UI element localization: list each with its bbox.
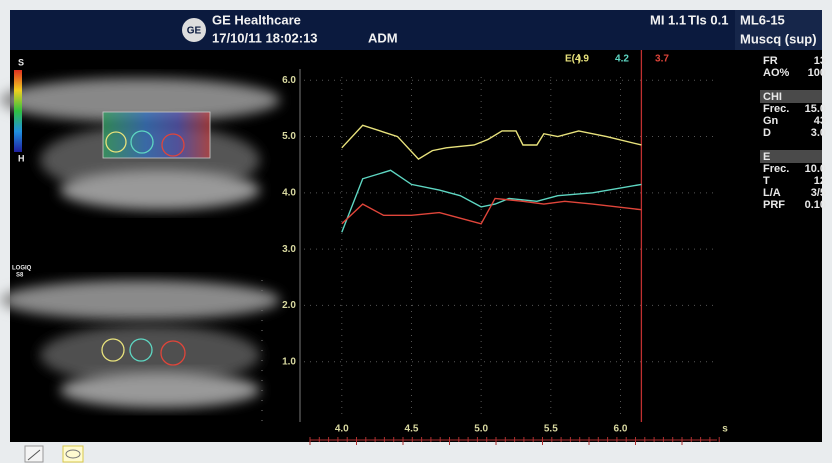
x-tick-label: 5.5 [544,424,558,435]
tis: TIs 0.1 [688,12,728,27]
param-name: PRF [763,199,785,211]
model: S8 [16,273,24,279]
mi: MI 1.1 [650,12,686,27]
param-value: 43 [814,115,826,127]
x-tick-label: 4.0 [335,424,349,435]
param-value: 10.0 [805,163,826,175]
param-name: FR [763,55,778,67]
param-value: 12 [814,175,826,187]
readout: 3.7 [655,54,669,65]
param-name: Frec. [763,163,789,175]
screen: GE GE Healthcare 17/10/11 18:02:13 ADM M… [0,0,832,463]
param-name: T [763,175,770,187]
logo-text: GE [187,26,202,37]
y-tick-label: 5.0 [282,131,296,142]
datetime: 17/10/11 18:02:13 [212,30,318,45]
section-heading: E [763,151,770,163]
x-tick-label: 4.5 [405,424,419,435]
readout: 4.2 [615,54,629,65]
operator: ADM [368,30,398,45]
param-name: L/A [763,187,781,199]
param-value: 15.0 [805,103,826,115]
section-heading: CHI [763,91,782,103]
param-name: AO% [763,67,790,79]
y-tick-label: 6.0 [282,75,296,86]
readout: 4.9 [575,54,589,65]
y-tick-label: 3.0 [282,244,296,255]
x-tick-label: 6.0 [614,424,628,435]
x-unit: s [722,424,728,435]
param-value: 3.0 [811,127,826,139]
param-name: Frec. [763,103,789,115]
param-value: 3/5 [811,187,826,199]
probe: ML6-15 [740,12,785,27]
y-tick-label: 2.0 [282,300,296,311]
param-name: Gn [763,115,779,127]
param-value: 0.10 [805,199,826,211]
system: LOGIQ [12,266,32,272]
preset: Muscq (sup) [740,31,817,46]
param-value: 13 [814,55,826,67]
param-value: 100 [808,67,826,79]
y-tick-label: 1.0 [282,356,296,367]
scale-bottom: H [18,153,25,163]
y-tick-label: 4.0 [282,187,296,198]
param-name: D [763,127,771,139]
scale-top: S [18,57,24,67]
brand: GE Healthcare [212,12,301,27]
x-tick-label: 5.0 [474,424,488,435]
